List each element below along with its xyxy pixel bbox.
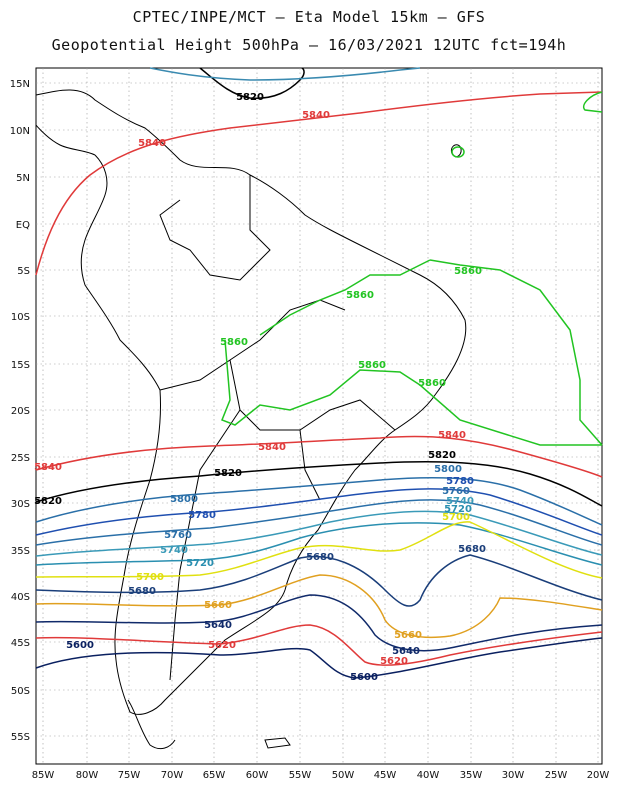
contour-label: 5640 [204, 620, 232, 631]
contour-5800-south [35, 476, 603, 526]
contour-label: 5760 [164, 530, 192, 541]
contour-label: 5760 [442, 486, 470, 497]
contour-label: 5780 [446, 476, 474, 487]
contour-5600 [35, 637, 603, 679]
lon-label: 60W [246, 770, 269, 781]
gridlines [36, 68, 602, 764]
map-title: CPTEC/INPE/MCT – Eta Model 15km – GFS [132, 8, 486, 26]
lat-label: 5S [17, 266, 30, 277]
lat-label: 15S [11, 360, 30, 371]
contour-label: 5680 [128, 586, 156, 597]
lat-label: 20S [11, 406, 30, 417]
contour-5860 [221, 339, 602, 446]
contour-5860-b [583, 91, 603, 113]
contour-5760 [35, 499, 603, 546]
lon-label: 20W [587, 770, 610, 781]
lat-label: 55S [11, 732, 30, 743]
contour-label: 5840 [258, 442, 286, 453]
contour-5640 [35, 594, 603, 652]
contour-label: 5680 [458, 544, 486, 555]
contour-label: 5680 [306, 552, 334, 563]
contour-label: 5600 [350, 672, 378, 683]
contour-label: 5700 [136, 572, 164, 583]
contour-label: 5820 [214, 468, 242, 479]
contour-label: 5780 [188, 510, 216, 521]
lon-label: 85W [32, 770, 55, 781]
contour-5860-c [429, 259, 603, 446]
lon-label: 55W [289, 770, 312, 781]
latitude-labels: 15N 10N 5N EQ 5S 10S 15S 20S 25S 30S 35S 40S 45S 50S 5… [10, 79, 30, 743]
contour-label: 5840 [302, 110, 330, 121]
contour-label: 5860 [454, 266, 482, 277]
lon-label: 65W [203, 770, 226, 781]
contour-label: 5860 [346, 290, 374, 301]
contour-label: 5840 [34, 462, 62, 473]
lon-label: 40W [417, 770, 440, 781]
contour-label: 5700 [442, 512, 470, 523]
contour-label: 5600 [66, 640, 94, 651]
contour-5780 [35, 488, 603, 536]
lat-label: 35S [11, 546, 30, 557]
lat-label: 45S [11, 638, 30, 649]
contour-label: 5620 [208, 640, 236, 651]
lat-label: 30S [11, 499, 30, 510]
lon-label: 75W [118, 770, 141, 781]
longitude-labels: 85W 80W 75W 70W 65W 60W 55W 50W 45W 40W 35W 30W 25W 2… [32, 770, 610, 781]
contour-label: 5660 [394, 630, 422, 641]
lon-label: 45W [374, 770, 397, 781]
map-subtitle: Geopotential Height 500hPa – 16/03/2021 … [51, 36, 567, 54]
contour-5720 [35, 522, 603, 566]
contour-label: 5820 [34, 496, 62, 507]
contour-label: 5820 [236, 92, 264, 103]
contour-label: 5840 [138, 138, 166, 149]
contour-label: 5660 [204, 600, 232, 611]
contour-5820-north [199, 67, 305, 99]
contour-5860-d [259, 259, 431, 336]
contour-5840-south [35, 435, 603, 478]
lat-label: 25S [11, 453, 30, 464]
contour-5840-north [35, 91, 603, 276]
map-frame [35, 67, 603, 765]
contour-5700 [35, 521, 603, 579]
contour-5740 [35, 510, 603, 557]
lat-label: 10S [11, 312, 30, 323]
contour-label: 5840 [438, 430, 466, 441]
contour-label: 5740 [446, 496, 474, 507]
contour-label: 5800 [170, 494, 198, 505]
lat-label: 15N [10, 79, 30, 90]
contour-5680 [35, 554, 603, 607]
contour-label: 5720 [186, 558, 214, 569]
contour-label: 5860 [358, 360, 386, 371]
lon-label: 30W [502, 770, 525, 781]
lat-label: 40S [11, 592, 30, 603]
contour-5800-north [149, 67, 421, 81]
lat-label: EQ [16, 220, 30, 231]
contour-5820-south [35, 461, 603, 507]
lat-label: 50S [11, 686, 30, 697]
lon-label: 35W [460, 770, 483, 781]
lat-label: 10N [10, 126, 30, 137]
contour-5620 [35, 624, 603, 666]
lat-label: 5N [16, 173, 30, 184]
contour-lines [35, 67, 603, 679]
contour-label: 5740 [160, 545, 188, 556]
contour-label: 5800 [434, 464, 462, 475]
contour-label: 5860 [220, 337, 248, 348]
contour-label: 5620 [380, 656, 408, 667]
contour-value-labels: 5820 5840 5840 5860 5860 5860 5860 5860 5840 5840… [34, 92, 486, 683]
contour-label: 5860 [418, 378, 446, 389]
lon-label: 80W [76, 770, 99, 781]
contour-label: 5820 [428, 450, 456, 461]
contour-label: 5640 [392, 646, 420, 657]
contour-5860-e [451, 146, 465, 158]
contour-5660 [35, 574, 603, 639]
lon-label: 70W [161, 770, 184, 781]
lon-label: 50W [332, 770, 355, 781]
lon-label: 25W [545, 770, 568, 781]
contour-label: 5720 [444, 504, 472, 515]
